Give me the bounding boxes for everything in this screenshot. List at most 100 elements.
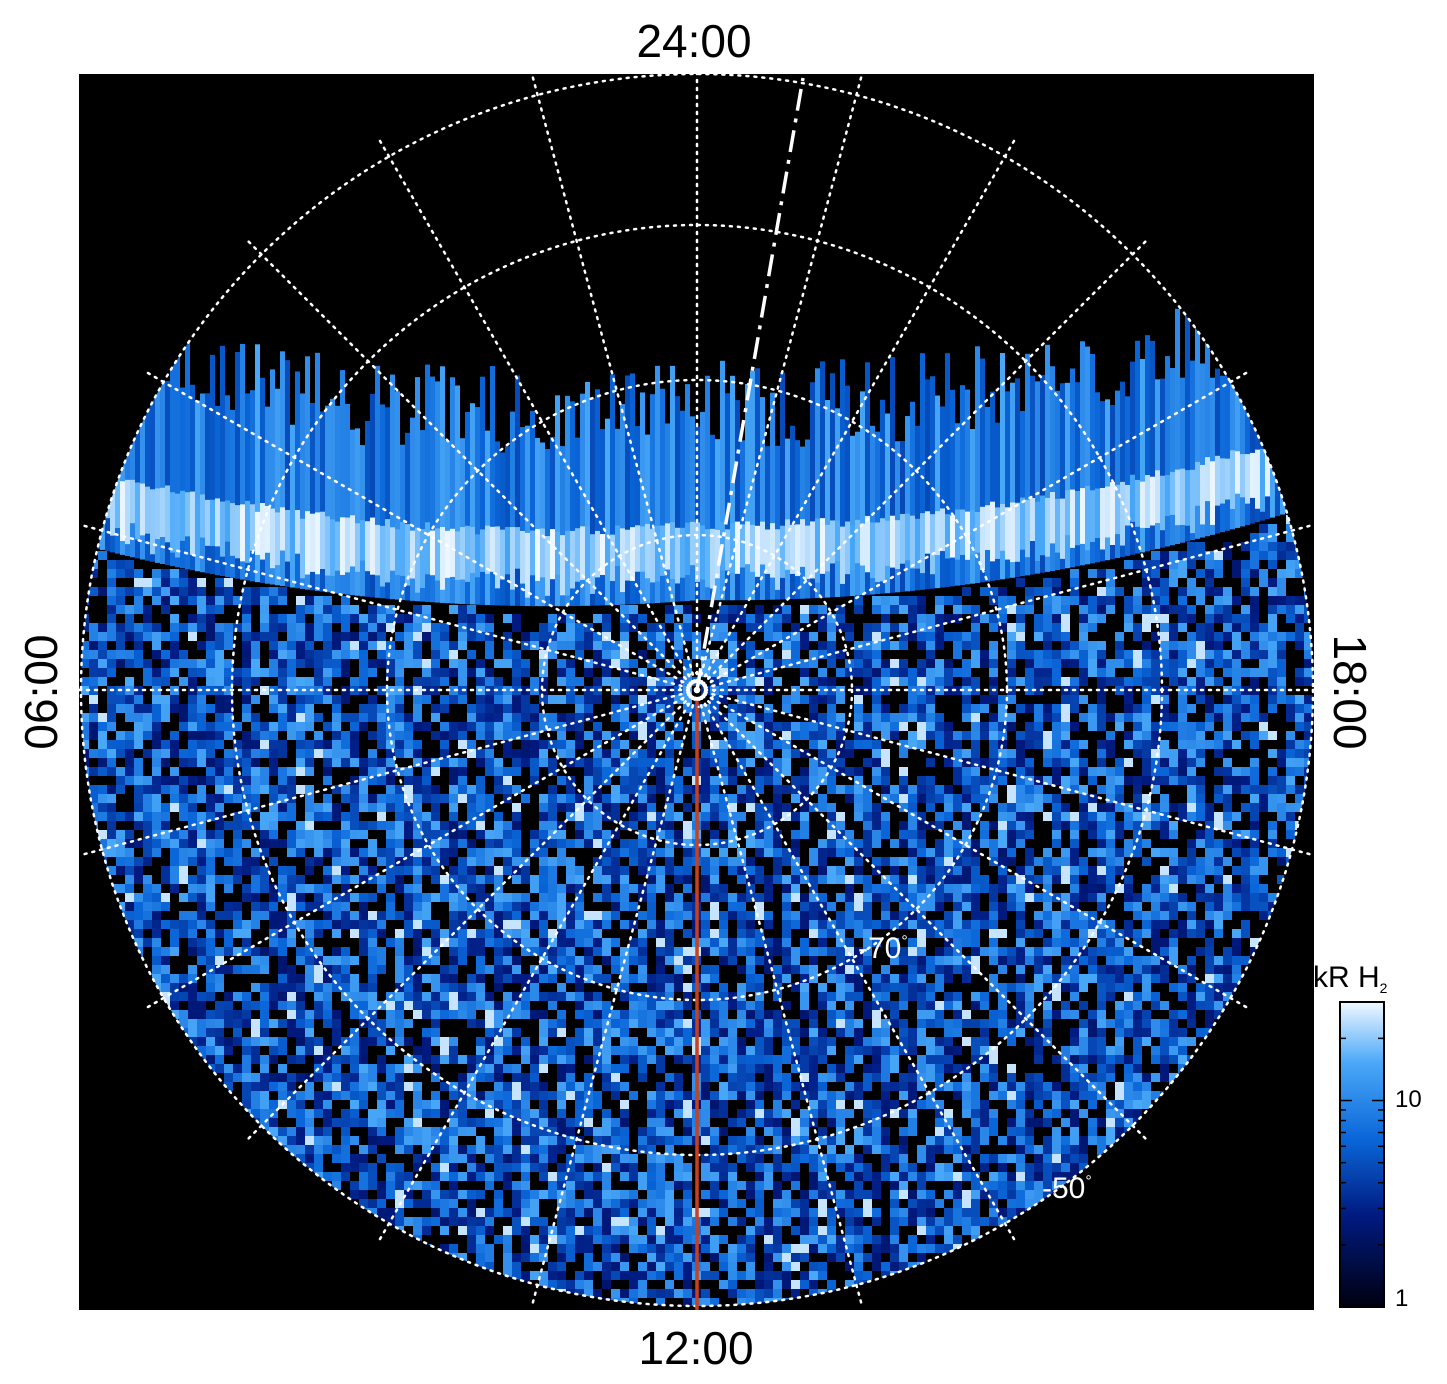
emission-pixel [1151, 875, 1160, 884]
emission-pixel [107, 821, 116, 839]
emission-pixel [305, 686, 314, 695]
emission-pixel [233, 812, 242, 830]
emission-pixel [989, 884, 998, 902]
emission-pixel [188, 713, 197, 722]
emission-pixel [809, 776, 818, 794]
emission-pixel [422, 893, 431, 902]
emission-pixel [953, 1064, 962, 1073]
emission-pixel [1160, 956, 1169, 965]
emission-pixel [791, 641, 800, 659]
emission-pixel [1007, 722, 1016, 731]
emission-pixel [881, 713, 890, 722]
emission-pixel [206, 1028, 215, 1037]
emission-pixel [377, 1019, 386, 1037]
emission-pixel [377, 794, 386, 803]
emission-pixel [521, 902, 530, 911]
emission-pixel [161, 866, 170, 884]
emission-pixel [1088, 569, 1097, 578]
emission-pixel [179, 758, 188, 767]
emission-pixel [746, 947, 755, 956]
emission-pixel [287, 983, 296, 992]
emission-pixel [998, 848, 1007, 857]
emission-pixel [1295, 695, 1304, 704]
emission-pixel [197, 830, 206, 839]
emission-pixel [710, 758, 719, 767]
emission-pixel [1178, 875, 1187, 884]
emission-pixel [845, 857, 854, 866]
emission-pixel [296, 974, 305, 983]
emission-pixel [1241, 830, 1250, 839]
emission-pixel [1007, 623, 1016, 632]
emission-pixel [917, 1073, 926, 1091]
emission-pixel [611, 956, 620, 965]
emission-pixel [854, 722, 863, 731]
emission-pixel [476, 1037, 485, 1046]
emission-pixel [260, 1037, 269, 1046]
emission-pixel [764, 776, 773, 785]
emission-pixel [917, 848, 926, 857]
emission-pixel [431, 677, 440, 686]
emission-pixel [1259, 794, 1268, 812]
emission-pixel [1313, 515, 1322, 524]
emission-pixel [530, 1055, 539, 1064]
emission-pixel [1025, 884, 1034, 893]
emission-pixel [341, 893, 350, 902]
emission-pixel [719, 1019, 728, 1028]
emission-pixel [449, 848, 458, 857]
emission-pixel [1205, 983, 1214, 992]
emission-pixel [557, 776, 566, 785]
emission-pixel [1223, 668, 1232, 677]
emission-pixel [1142, 1028, 1151, 1037]
emission-pixel [818, 641, 827, 650]
emission-pixel [1160, 650, 1169, 659]
emission-pixel [539, 812, 548, 821]
emission-pixel [899, 956, 908, 965]
emission-pixel [143, 713, 152, 731]
emission-pixel [1061, 857, 1070, 866]
emission-pixel [521, 1010, 530, 1019]
emission-pixel [341, 848, 350, 866]
emission-pixel [395, 1037, 404, 1046]
emission-pixel [854, 1019, 863, 1028]
emission-pixel [233, 929, 242, 938]
emission-pixel [683, 767, 692, 776]
emission-pixel [701, 893, 710, 902]
emission-pixel [899, 857, 908, 866]
emission-pixel [1088, 704, 1097, 713]
emission-pixel [710, 1064, 719, 1082]
emission-pixel [845, 965, 854, 974]
emission-pixel [431, 758, 440, 767]
emission-pixel [827, 695, 836, 704]
emission-pixel [1160, 794, 1169, 803]
emission-pixel [1151, 965, 1160, 974]
emission-pixel [899, 1001, 908, 1010]
emission-pixel [305, 1037, 314, 1055]
emission-pixel [170, 1001, 179, 1010]
emission-pixel [494, 1028, 503, 1037]
emission-pixel [809, 677, 818, 686]
emission-pixel [1133, 794, 1142, 803]
emission-pixel [1142, 974, 1151, 992]
emission-pixel [467, 722, 476, 731]
emission-pixel [836, 848, 845, 857]
emission-pixel [485, 1028, 494, 1037]
emission-pixel [998, 758, 1007, 767]
emission-pixel [809, 965, 818, 983]
emission-pixel [557, 983, 566, 992]
emission-pixel [260, 731, 269, 740]
emission-pixel [404, 1019, 413, 1028]
emission-pixel [755, 803, 764, 821]
emission-pixel [728, 830, 737, 848]
emission-pixel [809, 1055, 818, 1064]
emission-pixel [224, 965, 233, 974]
emission-pixel [539, 938, 548, 947]
emission-pixel [593, 947, 602, 956]
emission-pixel [602, 1082, 611, 1091]
emission-pixel [935, 614, 944, 632]
emission-pixel [1169, 803, 1178, 812]
emission-pixel [764, 749, 773, 758]
emission-pixel [206, 857, 215, 875]
emission-pixel [638, 677, 647, 686]
emission-pixel [1196, 812, 1205, 821]
emission-pixel [1250, 614, 1259, 623]
